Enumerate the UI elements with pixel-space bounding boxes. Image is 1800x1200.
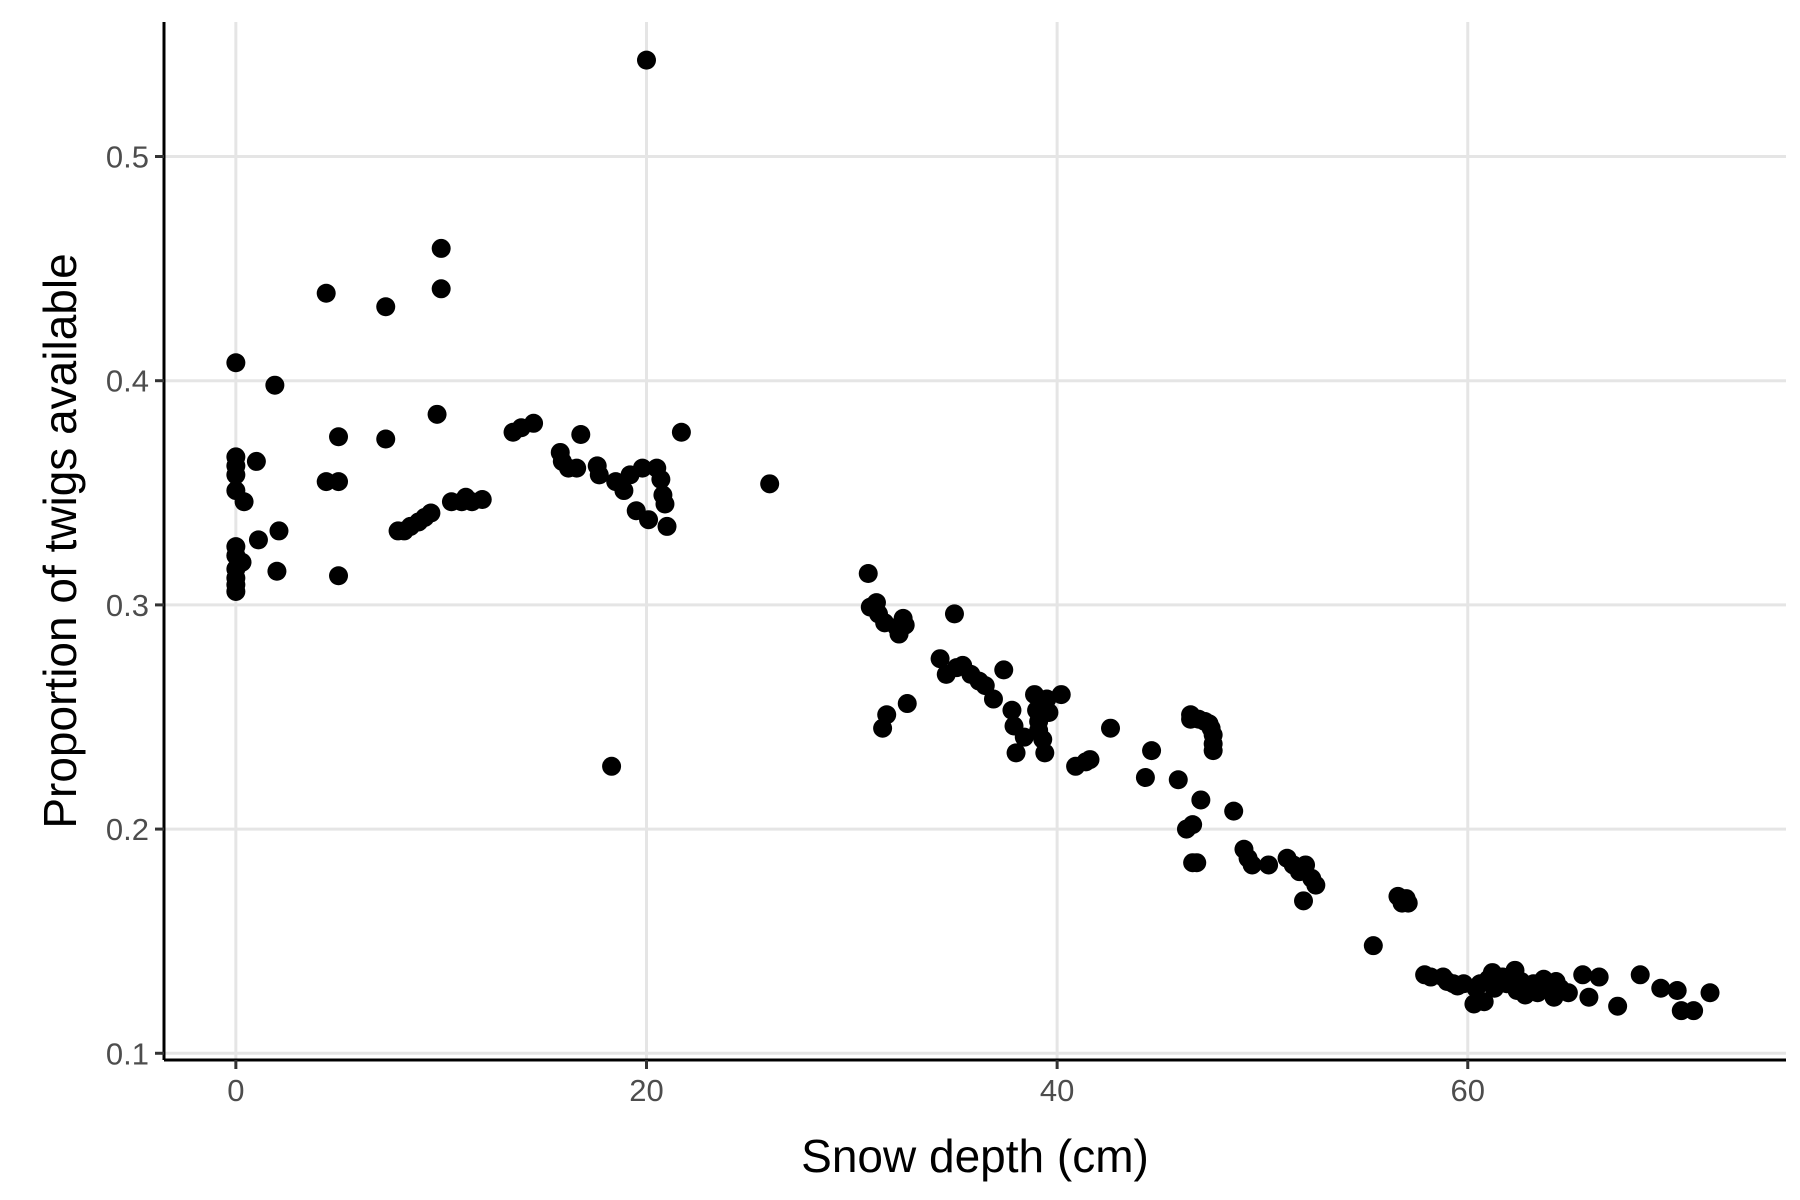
data-point: [316, 283, 336, 303]
data-point: [589, 465, 609, 485]
data-point: [1183, 815, 1203, 835]
data-point: [1259, 855, 1279, 875]
data-point: [226, 465, 246, 485]
data-point: [877, 705, 897, 725]
data-point: [1224, 801, 1244, 821]
data-point: [1306, 875, 1326, 895]
data-point: [1203, 741, 1223, 761]
data-point: [1191, 790, 1211, 810]
data-point: [651, 469, 671, 489]
data-point: [858, 564, 878, 584]
ticks: 0 20 40 60 0.1 0.2 0.3 0.4 0.5: [106, 140, 1485, 1108]
data-point: [1242, 855, 1262, 875]
data-point: [602, 756, 622, 776]
data-point: [421, 503, 441, 523]
x-axis-title: Snow depth (cm): [801, 1130, 1149, 1182]
data-point: [427, 404, 447, 424]
data-point: [994, 660, 1014, 680]
data-point: [1579, 987, 1599, 1007]
data-point: [265, 375, 285, 395]
data-point: [1014, 727, 1034, 747]
data-point: [267, 561, 287, 581]
data-points: [226, 50, 1720, 1021]
x-tick-label: 20: [629, 1073, 663, 1108]
data-point: [248, 530, 268, 550]
data-point: [1558, 983, 1578, 1003]
x-tick-label: 0: [227, 1073, 244, 1108]
data-point: [1168, 770, 1188, 790]
data-point: [246, 451, 266, 471]
data-point: [657, 516, 677, 536]
data-point: [1101, 718, 1121, 738]
y-tick-label: 0.5: [106, 140, 149, 175]
data-point: [1589, 967, 1609, 987]
data-point: [1294, 891, 1314, 911]
y-tick-label: 0.2: [106, 812, 149, 847]
x-tick-label: 40: [1040, 1073, 1074, 1108]
data-point: [614, 481, 634, 501]
data-point: [1006, 743, 1026, 763]
data-point: [639, 510, 659, 530]
data-point: [655, 494, 675, 514]
data-point: [632, 458, 652, 478]
data-point: [524, 413, 544, 433]
y-axis-title: Proportion of twigs available: [34, 253, 86, 828]
data-point: [329, 566, 349, 586]
data-point: [472, 490, 492, 510]
axes: [162, 22, 1786, 1062]
y-tick-label: 0.4: [106, 364, 149, 399]
x-tick-label: 60: [1451, 1073, 1485, 1108]
data-point: [234, 492, 254, 512]
data-point: [1398, 893, 1418, 913]
data-point: [376, 429, 396, 449]
data-point: [983, 689, 1003, 709]
data-point: [1608, 996, 1628, 1016]
data-point: [269, 521, 289, 541]
grid: [164, 22, 1786, 1060]
data-point: [1135, 768, 1155, 788]
data-point: [329, 427, 349, 447]
data-point: [671, 422, 691, 442]
data-point: [1080, 750, 1100, 770]
data-point: [1035, 743, 1055, 763]
data-point: [226, 581, 246, 601]
data-point: [1363, 936, 1383, 956]
data-point: [431, 279, 451, 299]
data-point: [232, 552, 252, 572]
data-point: [376, 297, 396, 317]
data-point: [567, 458, 587, 478]
data-point: [1573, 965, 1593, 985]
data-point: [1474, 992, 1494, 1012]
data-point: [760, 474, 780, 494]
data-point: [1039, 703, 1059, 723]
data-point: [1187, 853, 1207, 873]
data-point: [1002, 700, 1022, 720]
y-tick-label: 0.1: [106, 1036, 149, 1071]
data-point: [1667, 981, 1687, 1001]
data-point: [1700, 983, 1720, 1003]
data-point: [930, 649, 950, 669]
data-point: [1630, 965, 1650, 985]
data-point: [329, 472, 349, 492]
data-point: [431, 238, 451, 258]
y-tick-label: 0.3: [106, 588, 149, 623]
data-point: [226, 353, 246, 373]
data-point: [1051, 685, 1071, 705]
data-point: [1684, 1001, 1704, 1021]
data-point: [897, 694, 917, 714]
data-point: [1651, 978, 1671, 998]
data-point: [895, 615, 915, 635]
data-point: [636, 50, 656, 70]
data-point: [944, 604, 964, 624]
data-point: [571, 425, 591, 445]
data-point: [1142, 741, 1162, 761]
